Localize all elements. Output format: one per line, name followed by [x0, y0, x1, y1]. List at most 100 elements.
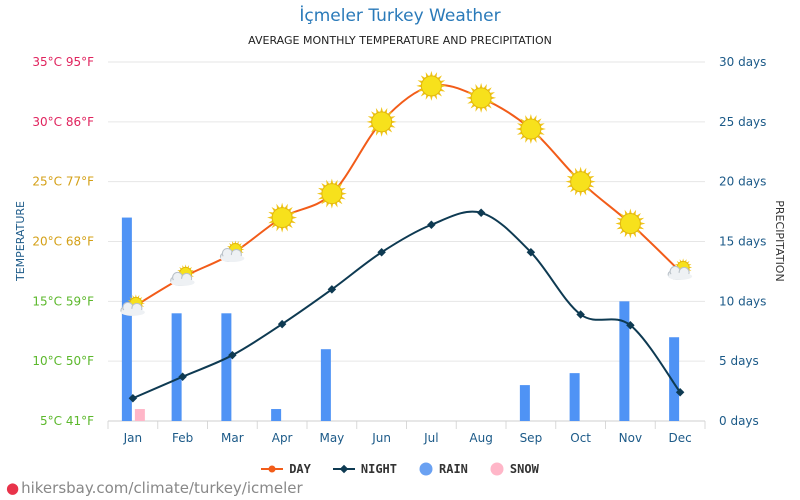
legend-rain[interactable]: RAIN — [419, 462, 468, 476]
rain-bar — [569, 373, 580, 421]
rain-bar — [171, 313, 182, 421]
chart-title: İçmeler Turkey Weather — [299, 6, 501, 26]
legend-night-label: NIGHT — [360, 462, 397, 476]
legend-rain-marker-icon — [419, 462, 433, 476]
x-tick-label: Jul — [423, 431, 438, 445]
sun-disc — [271, 207, 293, 229]
sun-ray — [579, 191, 583, 197]
sun-ray — [380, 106, 384, 113]
sun-icon — [416, 70, 447, 101]
sun-ray — [490, 96, 497, 100]
day-series-line — [132, 84, 681, 309]
night-point — [327, 285, 337, 294]
sun-ray — [540, 127, 546, 131]
legend-snow-marker-icon — [490, 462, 504, 476]
right-axis-title: PRECIPITATION — [773, 200, 786, 281]
night-point — [626, 321, 635, 330]
right-tick-label: 30 days — [719, 55, 766, 69]
x-tick-label: Jun — [371, 431, 391, 445]
right-tick-label: 20 days — [719, 175, 766, 189]
sun-ray — [639, 222, 646, 226]
left-tick-label: 10°C 50°F — [32, 354, 94, 368]
cloud-base — [170, 278, 195, 286]
night-point — [576, 310, 585, 319]
x-tick-label: Nov — [619, 431, 642, 445]
left-tick-label: 25°C 77°F — [32, 175, 94, 189]
left-tick-label: 20°C 68°F — [32, 235, 94, 249]
sun-ray — [529, 138, 533, 145]
left-tick-label: 35°C 95°F — [32, 55, 94, 69]
x-tick-label: Dec — [669, 431, 692, 445]
x-tick-label: Aug — [469, 431, 492, 445]
cloud-base — [120, 308, 145, 316]
sun-cloud-icon — [170, 264, 195, 286]
sun-icon — [565, 166, 596, 197]
map-pin-icon: ● — [6, 479, 20, 497]
cloud-base — [220, 254, 245, 262]
sun-disc — [619, 213, 641, 235]
night-point — [377, 248, 386, 257]
sun-disc — [470, 87, 492, 109]
sun-icon — [267, 202, 298, 233]
legend-day[interactable]: DAY — [261, 462, 311, 476]
legend-day-label: DAY — [289, 462, 311, 476]
night-point — [427, 220, 436, 229]
sun-cloud-icon — [667, 258, 693, 280]
legend-rain-label: RAIN — [439, 462, 468, 476]
sun-ray — [391, 120, 397, 124]
sun-ray — [291, 216, 298, 220]
sun-ray — [280, 202, 284, 209]
night-point — [128, 394, 138, 403]
x-tick-label: Oct — [570, 431, 591, 445]
right-tick-label: 25 days — [719, 115, 766, 129]
sun-ray — [529, 114, 533, 120]
night-series-line — [132, 210, 681, 400]
rain-bar — [669, 337, 680, 421]
rain-bar — [221, 313, 232, 421]
left-tick-label: 30°C 86°F — [32, 115, 94, 129]
sun-disc — [420, 75, 442, 97]
night-point — [476, 208, 486, 218]
sun-disc — [371, 111, 393, 133]
sun-cloud-icon — [219, 240, 245, 262]
sun-ray — [628, 232, 632, 239]
source-link[interactable]: ● hikersbay.com/climate/turkey/icmeler — [6, 479, 303, 497]
x-tick-label: Sep — [520, 431, 543, 445]
night-point — [277, 319, 287, 329]
left-tick-label: 15°C 59°F — [32, 294, 94, 308]
sun-ray — [466, 96, 472, 100]
sun-ray — [416, 84, 422, 88]
sun-ray — [267, 216, 273, 220]
sun-cloud-icon — [120, 294, 145, 316]
rain-bar — [619, 301, 630, 421]
legend-snow[interactable]: SNOW — [490, 462, 539, 476]
sun-ray — [429, 70, 433, 77]
rain-bar — [271, 409, 282, 421]
sun-ray — [479, 107, 483, 113]
chart-legend: DAY NIGHT RAIN SNOW — [0, 462, 800, 476]
sun-ray — [316, 192, 323, 196]
left-tick-label: 5°C 41°F — [40, 414, 94, 428]
legend-day-marker-icon — [261, 465, 284, 473]
sun-ray — [341, 192, 347, 196]
rain-bar — [320, 349, 331, 421]
sun-ray — [615, 222, 621, 226]
sun-ray — [366, 120, 373, 124]
source-link-text: hikersbay.com/climate/turkey/icmeler — [21, 479, 303, 497]
sun-icon — [366, 106, 397, 137]
sun-ray — [628, 208, 632, 215]
sun-ray — [515, 127, 522, 131]
sun-ray — [479, 82, 483, 89]
sun-ray — [590, 180, 596, 184]
night-point — [178, 372, 187, 381]
sun-ray — [330, 178, 334, 185]
sun-ray — [330, 203, 334, 209]
x-tick-label: Feb — [172, 431, 193, 445]
right-tick-label: 10 days — [719, 294, 766, 308]
legend-night[interactable]: NIGHT — [332, 462, 397, 476]
night-point — [675, 388, 685, 397]
sun-ray — [380, 131, 384, 137]
right-tick-label: 5 days — [719, 354, 759, 368]
chart-subtitle: AVERAGE MONTHLY TEMPERATURE AND PRECIPIT… — [248, 34, 552, 47]
